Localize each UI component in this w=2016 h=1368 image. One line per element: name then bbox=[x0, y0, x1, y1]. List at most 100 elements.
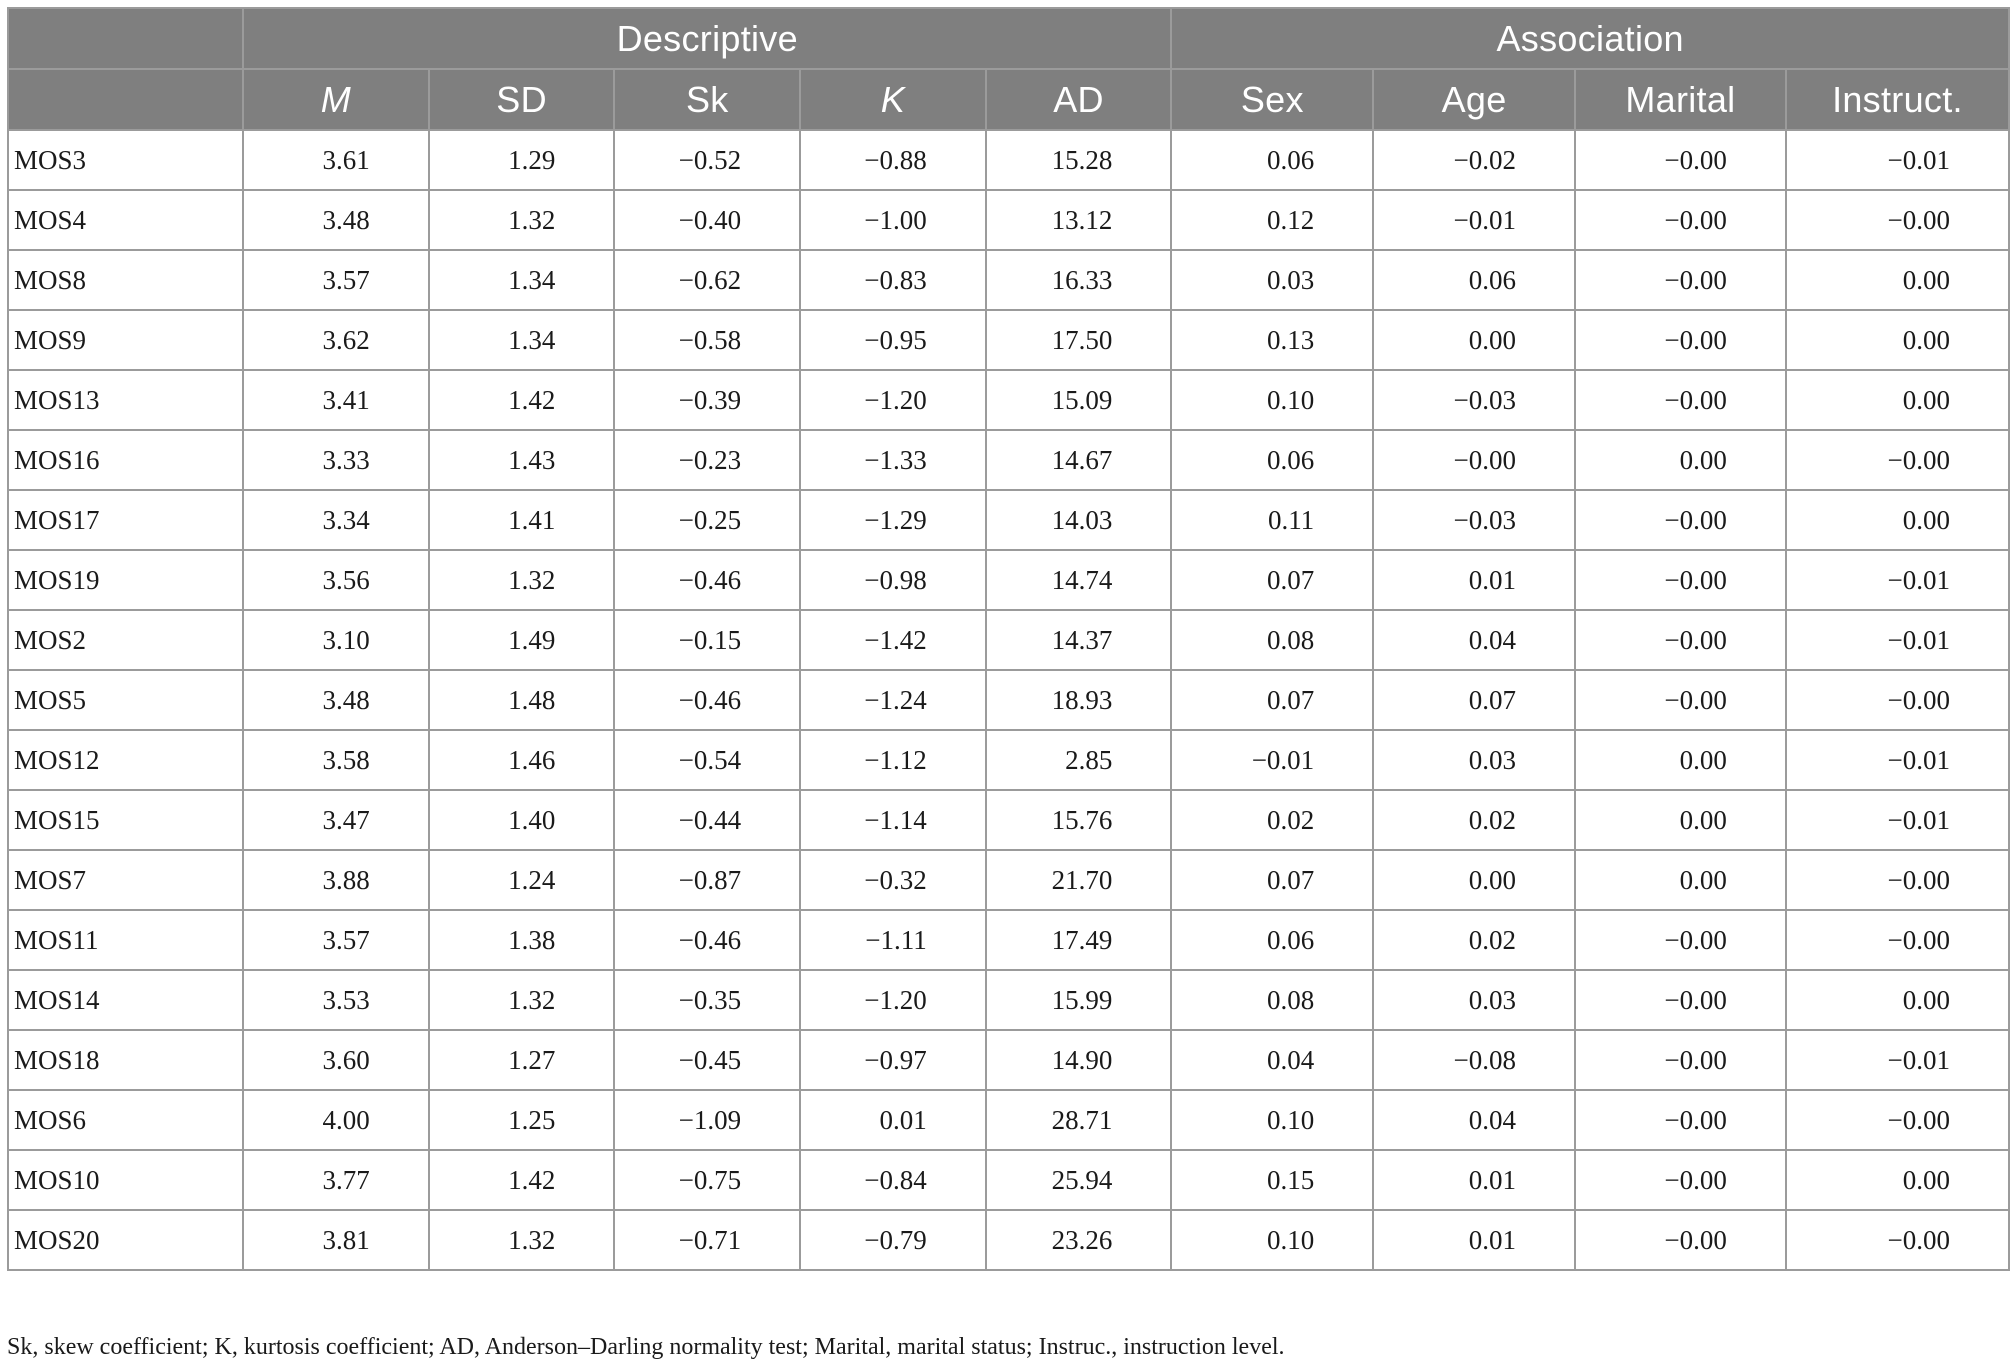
row-label-cell: MOS17 bbox=[6, 489, 245, 551]
cell-instruct: −0.01 bbox=[1784, 1029, 2011, 1091]
row-label-cell: MOS8 bbox=[6, 249, 245, 311]
cell-sd: 1.43 bbox=[427, 429, 616, 491]
row-label-cell: MOS7 bbox=[6, 849, 245, 911]
cell-sex: 0.10 bbox=[1170, 369, 1375, 431]
cell-instruct: −0.00 bbox=[1784, 189, 2011, 251]
row-label-cell: MOS6 bbox=[6, 1089, 245, 1151]
cell-marital: −0.00 bbox=[1573, 129, 1787, 191]
table-footnote: Sk, skew coefficient; K, kurtosis coeffi… bbox=[7, 1334, 1285, 1360]
cell-marital: −0.00 bbox=[1573, 309, 1787, 371]
cell-marital: 0.00 bbox=[1573, 429, 1787, 491]
cell-age: −0.00 bbox=[1372, 429, 1576, 491]
cell-k: −1.24 bbox=[799, 669, 987, 731]
row-label-cell: MOS9 bbox=[6, 309, 245, 371]
table-row: MOS14 3.53 1.32 −0.35 −1.20 15.99 0.08 0.03 −0.0… bbox=[6, 969, 2011, 1031]
cell-m: 3.61 bbox=[242, 129, 430, 191]
table-row: MOS18 3.60 1.27 −0.45 −0.97 14.90 0.04 −0.08 −0.… bbox=[6, 1029, 2011, 1091]
cell-age: −0.01 bbox=[1372, 189, 1576, 251]
statistics-table: Descriptive Association M SD Sk K AD Sex Age Ma… bbox=[6, 7, 2011, 1271]
cell-m: 3.77 bbox=[242, 1149, 430, 1211]
cell-marital: 0.00 bbox=[1573, 849, 1787, 911]
cell-sex: 0.13 bbox=[1170, 309, 1375, 371]
cell-sk: −0.75 bbox=[613, 1149, 802, 1211]
group-header-descriptive: Descriptive bbox=[242, 7, 1173, 70]
cell-sex: 0.07 bbox=[1170, 849, 1375, 911]
cell-k: −1.20 bbox=[799, 969, 987, 1031]
cell-sd: 1.32 bbox=[427, 189, 616, 251]
cell-sd: 1.29 bbox=[427, 129, 616, 191]
cell-m: 3.53 bbox=[242, 969, 430, 1031]
cell-sd: 1.42 bbox=[427, 1149, 616, 1211]
row-label-cell: MOS13 bbox=[6, 369, 245, 431]
cell-marital: −0.00 bbox=[1573, 489, 1787, 551]
cell-m: 3.10 bbox=[242, 609, 430, 671]
cell-marital: −0.00 bbox=[1573, 369, 1787, 431]
cell-sk: −1.09 bbox=[613, 1089, 802, 1151]
column-header-k: K bbox=[799, 68, 987, 131]
row-label-cell: MOS16 bbox=[6, 429, 245, 491]
cell-m: 3.33 bbox=[242, 429, 430, 491]
group-header-association: Association bbox=[1170, 7, 2010, 70]
cell-k: −0.84 bbox=[799, 1149, 987, 1211]
column-header-instruct: Instruct. bbox=[1784, 68, 2011, 131]
cell-sd: 1.42 bbox=[427, 369, 616, 431]
cell-k: −1.29 bbox=[799, 489, 987, 551]
cell-k: −0.97 bbox=[799, 1029, 987, 1091]
cell-marital: −0.00 bbox=[1573, 189, 1787, 251]
cell-sk: −0.46 bbox=[613, 909, 802, 971]
table-row: MOS19 3.56 1.32 −0.46 −0.98 14.74 0.07 0.01 −0.0… bbox=[6, 549, 2011, 611]
table-row: MOS11 3.57 1.38 −0.46 −1.11 17.49 0.06 0.02 −0.0… bbox=[6, 909, 2011, 971]
cell-k: −1.42 bbox=[799, 609, 987, 671]
cell-sex: 0.07 bbox=[1170, 669, 1375, 731]
cell-age: −0.02 bbox=[1372, 129, 1576, 191]
cell-instruct: 0.00 bbox=[1784, 489, 2011, 551]
cell-k: −0.79 bbox=[799, 1209, 987, 1271]
cell-instruct: −0.00 bbox=[1784, 909, 2011, 971]
cell-marital: −0.00 bbox=[1573, 669, 1787, 731]
cell-ad: 14.90 bbox=[984, 1029, 1173, 1091]
cell-age: 0.04 bbox=[1372, 1089, 1576, 1151]
cell-instruct: −0.01 bbox=[1784, 129, 2011, 191]
cell-sex: 0.06 bbox=[1170, 909, 1375, 971]
cell-ad: 14.74 bbox=[984, 549, 1173, 611]
cell-m: 3.34 bbox=[242, 489, 430, 551]
cell-ad: 14.37 bbox=[984, 609, 1173, 671]
cell-marital: −0.00 bbox=[1573, 1149, 1787, 1211]
cell-ad: 21.70 bbox=[984, 849, 1173, 911]
cell-age: 0.02 bbox=[1372, 909, 1576, 971]
cell-m: 3.60 bbox=[242, 1029, 430, 1091]
cell-ad: 2.85 bbox=[984, 729, 1173, 791]
cell-m: 3.62 bbox=[242, 309, 430, 371]
cell-k: −0.32 bbox=[799, 849, 987, 911]
cell-sex: 0.04 bbox=[1170, 1029, 1375, 1091]
table-row: MOS15 3.47 1.40 −0.44 −1.14 15.76 0.02 0.02 0.00… bbox=[6, 789, 2011, 851]
row-label-cell: MOS3 bbox=[6, 129, 245, 191]
cell-ad: 13.12 bbox=[984, 189, 1173, 251]
cell-ad: 14.67 bbox=[984, 429, 1173, 491]
table-row: MOS9 3.62 1.34 −0.58 −0.95 17.50 0.13 0.00 −0.00… bbox=[6, 309, 2011, 371]
cell-k: −0.83 bbox=[799, 249, 987, 311]
cell-age: 0.00 bbox=[1372, 849, 1576, 911]
cell-sd: 1.41 bbox=[427, 489, 616, 551]
column-header-m: M bbox=[242, 68, 430, 131]
cell-instruct: −0.00 bbox=[1784, 429, 2011, 491]
cell-marital: 0.00 bbox=[1573, 729, 1787, 791]
cell-sk: −0.71 bbox=[613, 1209, 802, 1271]
cell-ad: 14.03 bbox=[984, 489, 1173, 551]
cell-ad: 17.49 bbox=[984, 909, 1173, 971]
cell-sk: −0.52 bbox=[613, 129, 802, 191]
group-header-row: Descriptive Association bbox=[6, 7, 2010, 70]
cell-instruct: −0.01 bbox=[1784, 609, 2011, 671]
cell-k: −1.12 bbox=[799, 729, 987, 791]
cell-sex: 0.08 bbox=[1170, 969, 1375, 1031]
cell-sk: −0.15 bbox=[613, 609, 802, 671]
table-row: MOS7 3.88 1.24 −0.87 −0.32 21.70 0.07 0.00 0.00−… bbox=[6, 849, 2011, 911]
table-body: MOS3 3.61 1.29 −0.52 −0.88 15.28 0.06 −0.02 −0.0… bbox=[6, 129, 2011, 1271]
cell-sk: −0.35 bbox=[613, 969, 802, 1031]
cell-sd: 1.38 bbox=[427, 909, 616, 971]
table-row: MOS13 3.41 1.42 −0.39 −1.20 15.09 0.10 −0.03 −0.… bbox=[6, 369, 2011, 431]
cell-m: 3.88 bbox=[242, 849, 430, 911]
cell-instruct: 0.00 bbox=[1784, 369, 2011, 431]
cell-marital: −0.00 bbox=[1573, 609, 1787, 671]
column-header-ad: AD bbox=[984, 68, 1173, 131]
